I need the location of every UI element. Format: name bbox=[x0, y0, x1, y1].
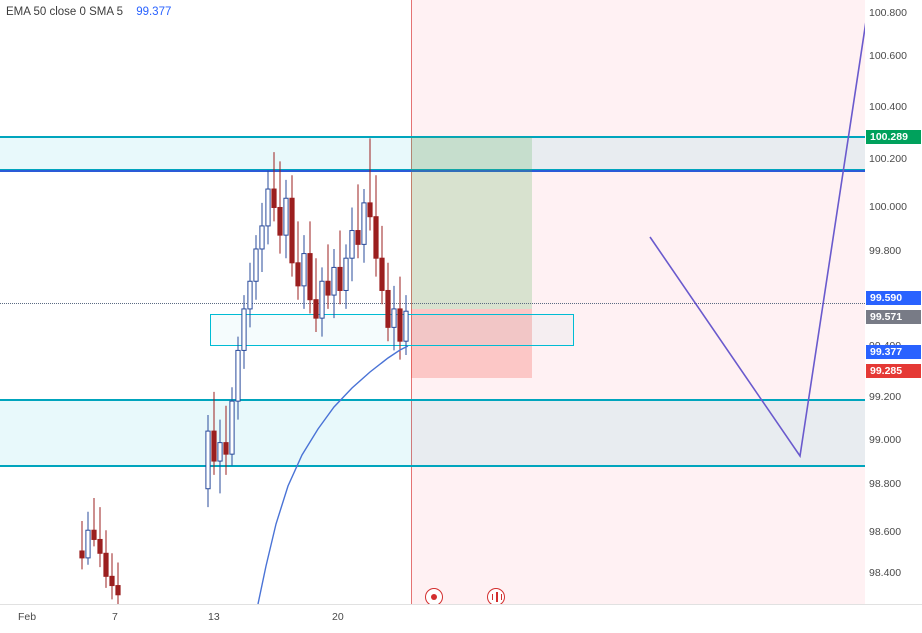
ema-50-line bbox=[257, 345, 409, 604]
price-tick: 98.400 bbox=[869, 567, 902, 579]
price-tick: 100.200 bbox=[869, 153, 907, 165]
stop-loss-zone[interactable] bbox=[411, 309, 532, 378]
marker-alert[interactable] bbox=[487, 588, 505, 604]
legend-indicator-label: EMA 50 close 0 SMA 5 bbox=[6, 6, 123, 18]
price-tick: 100.000 bbox=[869, 201, 907, 213]
time-tick: 20 bbox=[332, 611, 344, 623]
price-tag-ema[interactable]: 99.377 bbox=[866, 345, 921, 359]
time-tick: 7 bbox=[112, 611, 118, 623]
price-tick: 100.800 bbox=[869, 7, 907, 19]
price-tick: 99.800 bbox=[869, 245, 902, 257]
current-bar-vertical-line bbox=[411, 0, 412, 604]
marker-entry-dot bbox=[431, 594, 437, 600]
price-tag-last[interactable]: 99.571 bbox=[866, 310, 921, 324]
time-axis[interactable]: Feb 7 13 20 bbox=[0, 604, 922, 633]
marker-alert-bar bbox=[496, 592, 498, 602]
chart-legend: EMA 50 close 0 SMA 5 99.377 bbox=[6, 6, 171, 18]
price-tag-bid[interactable]: 99.590 bbox=[866, 291, 921, 305]
last-price-dotted-line bbox=[0, 303, 865, 304]
price-tick: 100.400 bbox=[869, 101, 907, 113]
marker-alert-bar-right bbox=[500, 594, 502, 600]
take-profit-zone[interactable] bbox=[411, 137, 532, 309]
price-tick: 98.800 bbox=[869, 478, 902, 490]
chart-plot-area[interactable]: EMA 50 close 0 SMA 5 99.377 bbox=[0, 0, 865, 604]
price-tick: 99.000 bbox=[869, 434, 902, 446]
legend-indicator-value: 99.377 bbox=[136, 6, 172, 18]
consolidation-box[interactable] bbox=[210, 314, 574, 346]
price-tick: 99.200 bbox=[869, 391, 902, 403]
time-tick: Feb bbox=[18, 611, 37, 623]
resistance-line-blue[interactable] bbox=[0, 170, 865, 172]
price-tick: 98.600 bbox=[869, 526, 902, 538]
candlestick-series bbox=[79, 138, 409, 604]
price-tag-resistance[interactable]: 100.289 bbox=[866, 130, 921, 144]
price-tag-stop[interactable]: 99.285 bbox=[866, 364, 921, 378]
time-tick: 13 bbox=[208, 611, 220, 623]
support-band-lower[interactable] bbox=[0, 399, 865, 467]
price-tick: 100.600 bbox=[869, 50, 907, 62]
marker-entry[interactable] bbox=[425, 588, 443, 604]
marker-alert-bar-left bbox=[491, 594, 493, 600]
